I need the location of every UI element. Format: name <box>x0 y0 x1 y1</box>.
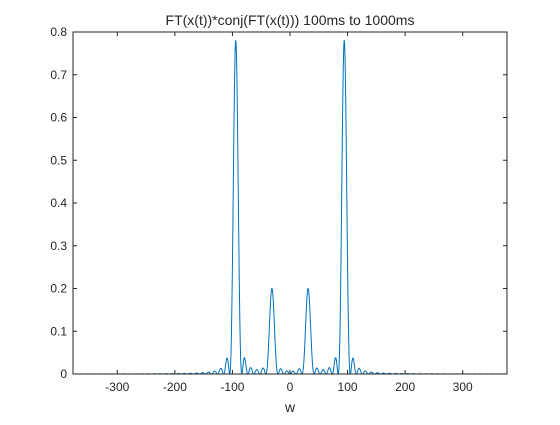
y-tick-label: 0.7 <box>50 68 67 82</box>
x-tick-label: 200 <box>395 380 415 394</box>
x-tick-label: -100 <box>220 380 244 394</box>
x-tick-label: 100 <box>338 380 358 394</box>
y-tick-label: 0.2 <box>50 282 67 296</box>
chart-title: FT(x(t))*conj(FT(x(t))) 100ms to 1000ms <box>166 12 415 28</box>
plot-frame <box>72 31 508 375</box>
y-tick-label: 0 <box>60 367 67 381</box>
y-tick-label: 0.8 <box>50 25 67 39</box>
y-tick-labels: 0 0.1 0.2 0.3 0.4 0.5 0.6 0.7 0.8 <box>50 25 67 381</box>
y-tick-label: 0.6 <box>50 111 67 125</box>
y-tick-label: 0.4 <box>50 196 67 210</box>
plot-background <box>73 32 507 374</box>
x-tick-label: -200 <box>163 380 187 394</box>
x-tick-label: -300 <box>105 380 129 394</box>
ticks-layer <box>73 31 507 375</box>
y-tick-label: 0.5 <box>50 153 67 167</box>
y-tick-label: 0.3 <box>50 239 67 253</box>
x-tick-labels: -300 -200 -100 0 100 200 300 <box>105 380 473 394</box>
x-tick-label: 0 <box>287 380 294 394</box>
y-tick-label: 0.1 <box>50 324 67 338</box>
x-axis-label: w <box>284 399 296 415</box>
x-tick-label: 300 <box>453 380 473 394</box>
